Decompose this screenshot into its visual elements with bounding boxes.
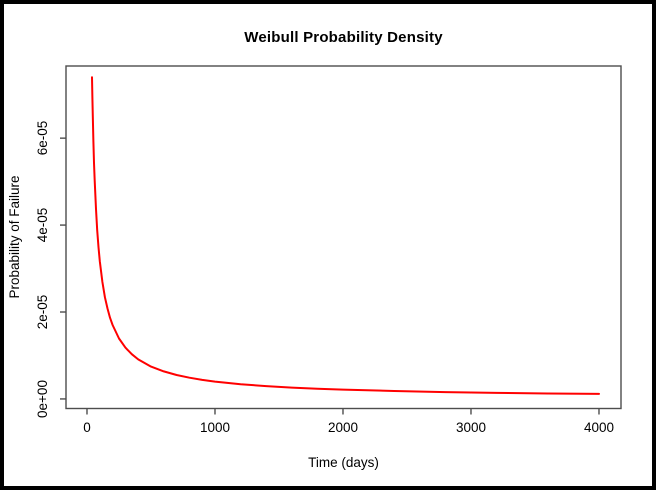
y-axis-label: Probability of Failure bbox=[7, 175, 22, 299]
y-tick-label: 6e-05 bbox=[35, 120, 50, 156]
x-tick-label: 4000 bbox=[583, 420, 614, 435]
x-tick-label: 3000 bbox=[455, 420, 486, 435]
y-tick-label: 0e+00 bbox=[35, 379, 50, 418]
x-tick-label: 0 bbox=[83, 420, 91, 435]
y-tick-label: 4e-05 bbox=[35, 207, 50, 243]
plot-box bbox=[65, 65, 622, 410]
x-tick-label: 2000 bbox=[327, 420, 358, 435]
x-tick-label: 1000 bbox=[199, 420, 230, 435]
density-curve bbox=[91, 76, 600, 395]
y-tick-label: 2e-05 bbox=[35, 294, 50, 330]
x-axis-label: Time (days) bbox=[308, 455, 379, 470]
chart-title: Weibull Probability Density bbox=[244, 29, 443, 46]
